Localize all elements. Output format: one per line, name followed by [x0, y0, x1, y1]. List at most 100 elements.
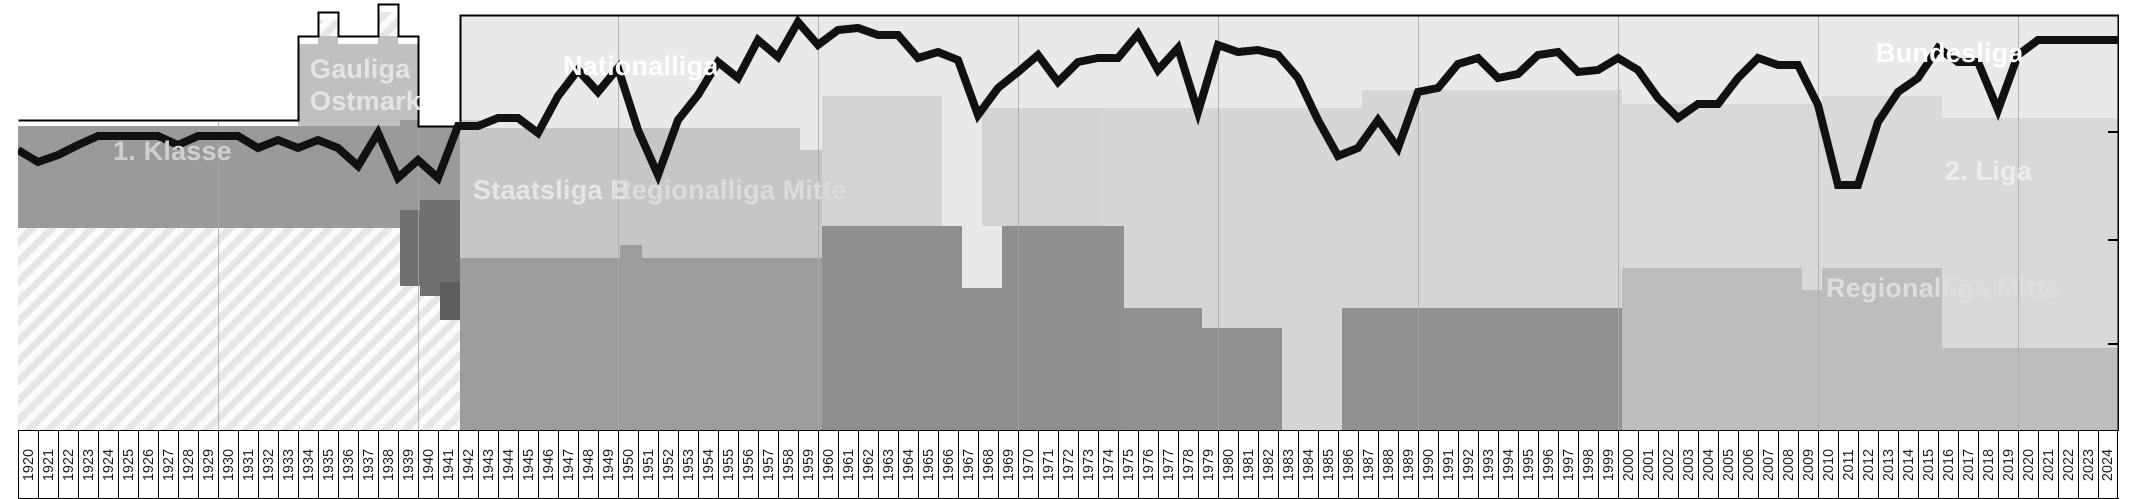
x-axis-tick-1996: 1996 — [1538, 430, 1558, 499]
x-axis-tick-1989: 1989 — [1398, 430, 1418, 499]
tier-block — [1822, 96, 1942, 430]
x-axis-tick-1970: 1970 — [1018, 430, 1038, 499]
x-axis-tick-2009: 2009 — [1798, 430, 1818, 499]
x-axis-tick-1987: 1987 — [1358, 430, 1378, 499]
x-axis-tick-label: 1954 — [700, 448, 717, 481]
x-axis-tick-label: 1934 — [300, 448, 317, 481]
x-axis-tick-1923: 1923 — [78, 430, 98, 499]
x-axis-tick-1982: 1982 — [1258, 430, 1278, 499]
x-axis-tick-2000: 2000 — [1618, 430, 1638, 499]
x-axis-tick-label: 1922 — [60, 448, 77, 481]
x-axis-tick-label: 2021 — [2040, 448, 2057, 481]
x-axis-tick-1934: 1934 — [298, 430, 318, 499]
x-axis-tick-label: 1927 — [160, 448, 177, 481]
x-axis-tick-1998: 1998 — [1578, 430, 1598, 499]
x-axis-tick-label: 2023 — [2080, 448, 2097, 481]
x-axis-tick-label: 1959 — [800, 448, 817, 481]
tier-block-dark — [440, 200, 460, 310]
x-axis-tick-label: 2009 — [1800, 448, 1817, 481]
x-axis-tick-label: 1990 — [1420, 448, 1437, 481]
x-axis-tick-label: 1993 — [1480, 448, 1497, 481]
tier-block — [1342, 308, 1622, 430]
x-axis-tick-2018: 2018 — [1978, 430, 1998, 499]
band-label-regionalliga-mitte-early: Regionalliga Mitte — [612, 175, 847, 205]
x-axis-tick-1980: 1980 — [1218, 430, 1238, 499]
tier-block-dark — [440, 282, 460, 320]
tier-block — [1202, 108, 1362, 430]
x-axis-tick-label: 2017 — [1960, 448, 1977, 481]
tier-block — [1822, 268, 1942, 430]
x-axis-tick-label: 1965 — [920, 448, 937, 481]
x-axis-tick-label: 1924 — [100, 448, 117, 481]
x-axis-tick-label: 1968 — [980, 448, 997, 481]
x-axis-tick-1978: 1978 — [1178, 430, 1198, 499]
x-axis-tick-label: 1941 — [440, 448, 457, 481]
tier-block — [800, 150, 822, 430]
x-axis-tick-1952: 1952 — [658, 430, 678, 499]
x-axis-tick-label: 1980 — [1220, 448, 1237, 481]
x-axis-tick-2020: 2020 — [2018, 430, 2038, 499]
x-axis-tick-1977: 1977 — [1158, 430, 1178, 499]
x-axis-tick-1983: 1983 — [1278, 430, 1298, 499]
x-axis-tick-1956: 1956 — [738, 430, 758, 499]
x-axis-tick-1950: 1950 — [618, 430, 638, 499]
x-axis-tick-1930: 1930 — [218, 430, 238, 499]
x-axis-tick-1933: 1933 — [278, 430, 298, 499]
x-axis-tick-label: 1967 — [960, 448, 977, 481]
tier-block — [982, 108, 1102, 430]
x-axis-tick-label: 1979 — [1200, 448, 1217, 481]
band-label-nationalliga: Nationalliga — [563, 51, 719, 81]
x-axis-tick-2017: 2017 — [1958, 430, 1978, 499]
x-axis-tick-1939: 1939 — [398, 430, 418, 499]
x-axis-tick-1992: 1992 — [1458, 430, 1478, 499]
x-axis-tick-1960: 1960 — [818, 430, 838, 499]
hatch-step — [98, 262, 118, 430]
x-axis-tick-1926: 1926 — [138, 430, 158, 499]
x-axis-tick-1964: 1964 — [898, 430, 918, 499]
x-axis-tick-label: 2003 — [1680, 448, 1697, 481]
band-label-staatsliga-b: Staatsliga B — [473, 175, 630, 205]
x-axis-tick-label: 1995 — [1520, 448, 1537, 481]
x-axis-tick-label: 1943 — [480, 448, 497, 481]
x-axis-tick-label: 2005 — [1720, 448, 1737, 481]
x-axis-tick-label: 2024 — [2100, 448, 2116, 481]
hatch-step — [138, 290, 178, 430]
x-axis-tick-1975: 1975 — [1118, 430, 1138, 499]
x-axis-tick-label: 1936 — [340, 448, 357, 481]
x-axis-tick-1990: 1990 — [1418, 430, 1438, 499]
x-axis-tick-label: 1935 — [320, 448, 337, 481]
x-axis-tick-label: 1984 — [1300, 448, 1317, 481]
no-league-gap — [418, 15, 460, 126]
tier-block — [460, 14, 2119, 430]
x-axis-tick-label: 1976 — [1140, 448, 1157, 481]
tier-block — [1802, 290, 1822, 430]
x-axis-tick-1991: 1991 — [1438, 430, 1458, 499]
x-axis-tick-2003: 2003 — [1678, 430, 1698, 499]
tier-block — [400, 120, 460, 228]
x-axis-tick-1927: 1927 — [158, 430, 178, 499]
x-axis-tick-label: 2014 — [1900, 448, 1917, 481]
x-axis-tick-label: 1991 — [1440, 448, 1457, 481]
x-axis: 1920 1921 1922 1923 1924 1925 1926 1927 1928 1929… — [18, 430, 2119, 499]
x-axis-tick-label: 2022 — [2060, 448, 2077, 481]
x-axis-tick-label: 1957 — [760, 448, 777, 481]
x-axis-tick-1949: 1949 — [598, 430, 618, 499]
x-axis-tick-label: 2006 — [1740, 448, 1757, 481]
x-axis-tick-1961: 1961 — [838, 430, 858, 499]
x-axis-tick-1948: 1948 — [578, 430, 598, 499]
x-axis-tick-label: 1955 — [720, 448, 737, 481]
x-axis-tick-2010: 2010 — [1818, 430, 1838, 499]
x-axis-tick-1984: 1984 — [1298, 430, 1318, 499]
x-axis-tick-1976: 1976 — [1138, 430, 1158, 499]
x-axis-tick-label: 1974 — [1100, 448, 1117, 481]
x-axis-tick-label: 1951 — [640, 448, 657, 481]
x-axis-tick-1985: 1985 — [1318, 430, 1338, 499]
band-label-gauliga-ostmark: Gauliga Ostmark — [310, 54, 421, 116]
x-axis-tick-label: 2013 — [1880, 448, 1897, 481]
hatch-step — [418, 300, 460, 430]
tier-block — [1622, 104, 1822, 430]
x-axis-tick-label: 1970 — [1020, 448, 1037, 481]
x-axis-tick-1932: 1932 — [258, 430, 278, 499]
hatch-step — [258, 272, 318, 430]
tier-block — [1102, 108, 1202, 430]
